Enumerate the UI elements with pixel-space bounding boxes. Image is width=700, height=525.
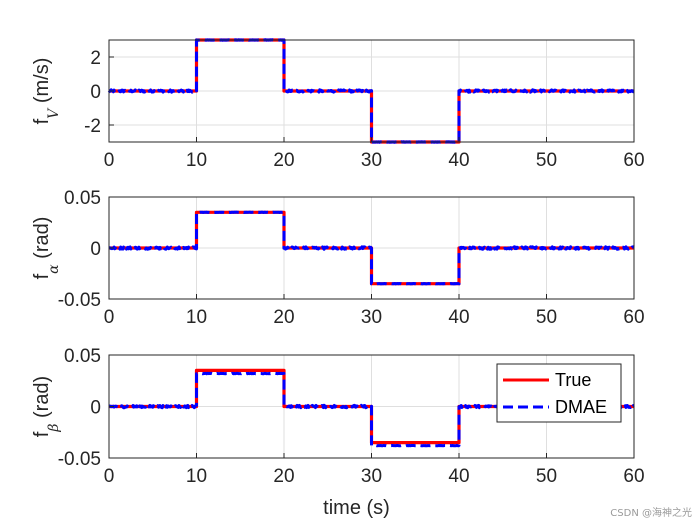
- x-tick-label: 50: [536, 466, 557, 487]
- y-axis-label: fV (m/s): [31, 58, 62, 125]
- y-tick-label: 0.05: [64, 188, 101, 209]
- y-tick-label: 2: [90, 48, 101, 69]
- y-axis-label: fα (rad): [31, 217, 62, 280]
- legend-box: [496, 363, 622, 423]
- y-tick-label: 0: [90, 239, 101, 260]
- legend: True DMAE: [496, 363, 622, 423]
- x-axis-label: time (s): [323, 497, 390, 519]
- y-tick-label: 0.05: [64, 346, 101, 367]
- series-dmae-line: [108, 371, 635, 448]
- x-tick-label: 0: [104, 307, 115, 328]
- x-tick-label: 30: [361, 307, 382, 328]
- y-tick-label: -0.05: [58, 449, 101, 470]
- x-tick-label: 10: [186, 466, 207, 487]
- x-tick-label: 30: [361, 466, 382, 487]
- x-tick-label: 10: [186, 307, 207, 328]
- x-tick-label: 10: [186, 150, 207, 171]
- x-tick-label: 50: [536, 307, 557, 328]
- x-tick-label: 20: [273, 307, 294, 328]
- x-tick-label: 20: [273, 466, 294, 487]
- y-axis-label: fβ (rad): [31, 376, 62, 437]
- x-tick-label: 40: [448, 307, 469, 328]
- x-tick-label: 50: [536, 150, 557, 171]
- x-tick-label: 0: [104, 466, 115, 487]
- y-tick-label: 0: [90, 398, 101, 419]
- series-dmae-line: [108, 210, 635, 286]
- y-tick-label: -2: [84, 116, 101, 137]
- x-tick-label: 20: [273, 150, 294, 171]
- legend-label-dmae: DMAE: [555, 397, 607, 417]
- x-tick-label: 40: [448, 150, 469, 171]
- x-tick-label: 60: [623, 150, 644, 171]
- x-tick-label: 60: [623, 466, 644, 487]
- x-tick-label: 0: [104, 150, 115, 171]
- x-tick-label: 40: [448, 466, 469, 487]
- watermark: CSDN @海神之光: [610, 508, 692, 519]
- x-tick-label: 60: [623, 307, 644, 328]
- y-tick-label: -0.05: [58, 290, 101, 311]
- x-tick-label: 30: [361, 150, 382, 171]
- y-tick-label: 0: [90, 82, 101, 103]
- series-dmae-line: [107, 38, 635, 144]
- legend-label-true: True: [555, 370, 591, 390]
